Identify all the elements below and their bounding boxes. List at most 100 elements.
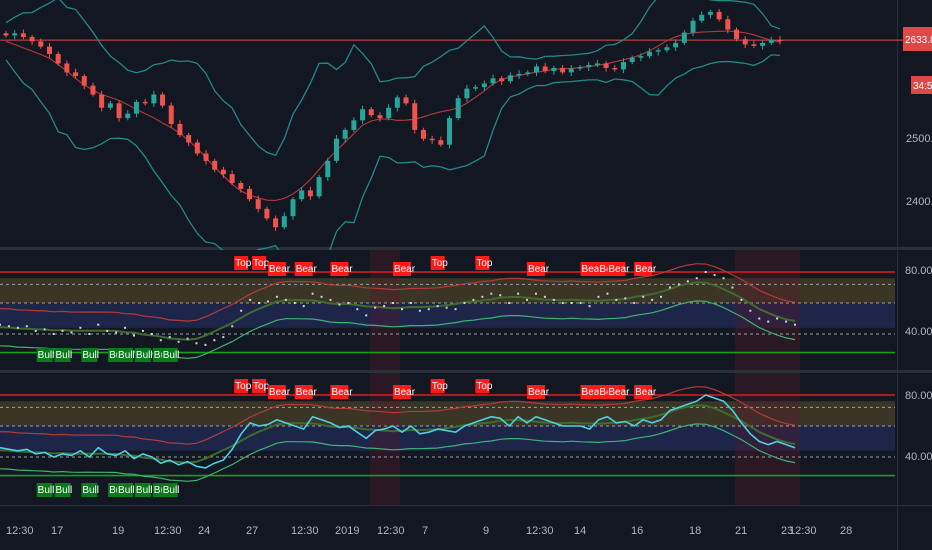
bull-tag-label: Bull — [163, 350, 180, 361]
osc1-tick-40: 40.0000 — [905, 326, 932, 338]
osc2-tick-40: 40.0000 — [905, 451, 932, 463]
candle-body — [768, 39, 774, 43]
osc-dot — [0, 323, 1, 326]
candle-body — [73, 72, 79, 77]
candle-body — [664, 47, 670, 51]
candle-body — [725, 19, 731, 30]
candle-body — [620, 62, 626, 70]
bear-tag-label: Bear — [635, 264, 657, 275]
candle-body — [168, 105, 174, 124]
bull-tag-label: Bull — [56, 485, 73, 496]
candle-body — [603, 63, 609, 68]
candle-body — [116, 103, 122, 119]
bull-tag-label: Bull — [163, 485, 180, 496]
candle-body — [342, 129, 348, 139]
osc-dot — [43, 328, 46, 331]
osc-dot — [472, 298, 475, 301]
osc-dot — [543, 295, 546, 298]
osc-dot — [499, 294, 502, 297]
osc-dot — [347, 302, 350, 304]
bear-tag — [330, 385, 349, 399]
osc-dot — [159, 339, 162, 342]
top-tag-label: Top — [235, 381, 252, 392]
top-tag — [430, 256, 445, 270]
osc-dot — [794, 323, 796, 326]
osc-dot — [418, 309, 421, 312]
osc-dot — [222, 336, 225, 339]
candle-body — [699, 14, 705, 21]
bear-tag-label: Bear — [635, 387, 657, 398]
osc-dot — [579, 302, 582, 304]
time-tick: 12:30 — [377, 525, 405, 537]
candle-body — [264, 208, 270, 219]
candle-body — [420, 129, 426, 139]
candle-body — [299, 190, 305, 200]
osc-dot — [141, 329, 144, 332]
osc-dot — [52, 333, 55, 335]
bear-tag-label: Bear — [296, 264, 318, 275]
bull-tag — [36, 483, 53, 497]
time-tick: 2019 — [335, 525, 359, 537]
candle-body — [212, 160, 218, 170]
osc-band-upper — [0, 263, 796, 322]
candle-body — [490, 78, 496, 84]
osc-dot — [356, 308, 359, 311]
osc-dot — [284, 298, 287, 301]
osc-dot — [686, 280, 689, 283]
time-axis-border — [0, 505, 932, 506]
candle-body — [403, 97, 409, 104]
candle-body — [107, 103, 113, 108]
osc-dot — [722, 277, 725, 280]
osc-dot — [409, 302, 412, 304]
candle-body — [81, 76, 87, 86]
osc-dot — [204, 343, 207, 346]
osc-dot — [668, 286, 671, 289]
candle-body — [46, 46, 52, 54]
bear-tag — [526, 262, 545, 276]
countdown-label: 34:59 — [911, 76, 932, 94]
osc-dot — [508, 302, 511, 304]
time-tick: 27 — [246, 525, 258, 537]
top-tag-label: Top — [253, 258, 270, 269]
osc-dot — [79, 326, 82, 329]
candle-body — [560, 67, 566, 73]
osc-dot — [517, 292, 520, 295]
osc-dot — [115, 331, 118, 334]
bear-tag — [580, 385, 599, 399]
bear-tag-label: Bear — [331, 264, 353, 275]
candle-body — [612, 67, 618, 70]
candle-body — [760, 42, 766, 46]
candle-body — [716, 11, 722, 20]
osc-dot — [266, 300, 269, 303]
pane-separator — [0, 370, 932, 373]
time-tick: 19 — [112, 525, 124, 537]
time-tick: 21 — [735, 525, 747, 537]
osc-dot — [240, 309, 243, 312]
top-tag-label: Top — [253, 381, 270, 392]
time-tick: 9 — [483, 525, 489, 537]
candle-body — [551, 67, 557, 71]
candle-body — [533, 66, 539, 73]
candle-body — [742, 39, 748, 45]
osc-dot — [258, 302, 261, 304]
top-tag-label: Top — [235, 258, 252, 269]
bull-tag — [117, 348, 134, 362]
osc-band-lower — [0, 423, 796, 482]
candle-body — [133, 101, 139, 114]
bollinger-lower — [5, 54, 781, 277]
candle-body — [751, 44, 757, 46]
time-tick: 28 — [840, 525, 852, 537]
bull-tag — [81, 348, 98, 362]
candle-body — [99, 94, 105, 108]
candle-body — [333, 138, 339, 161]
candle-body — [734, 29, 740, 40]
candle-body — [3, 33, 9, 36]
osc-dot — [400, 308, 403, 311]
bear-tag — [392, 385, 411, 399]
time-tick: 12:30 — [154, 525, 182, 537]
bear-tag — [294, 262, 313, 276]
top-tag — [475, 256, 490, 270]
candle-body — [255, 199, 261, 209]
